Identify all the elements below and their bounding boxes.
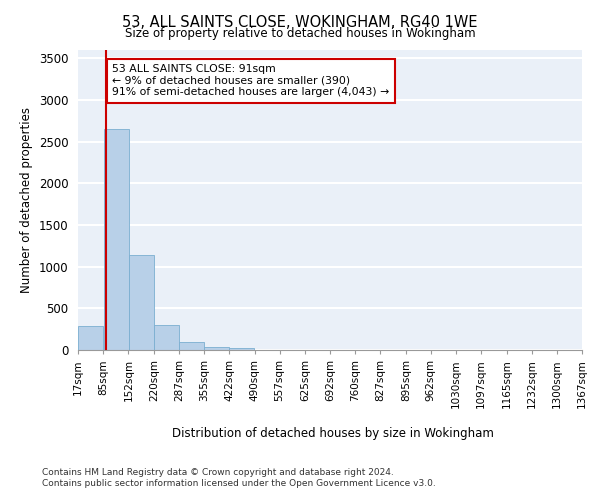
Text: Distribution of detached houses by size in Wokingham: Distribution of detached houses by size … <box>172 428 494 440</box>
Bar <box>205 346 229 350</box>
Text: Contains HM Land Registry data © Crown copyright and database right 2024.
Contai: Contains HM Land Registry data © Crown c… <box>42 468 436 487</box>
Y-axis label: Number of detached properties: Number of detached properties <box>20 107 33 293</box>
Bar <box>78 326 103 350</box>
Bar <box>229 348 254 350</box>
Bar <box>104 129 128 350</box>
Text: 53 ALL SAINTS CLOSE: 91sqm
← 9% of detached houses are smaller (390)
91% of semi: 53 ALL SAINTS CLOSE: 91sqm ← 9% of detac… <box>112 64 389 98</box>
Text: 53, ALL SAINTS CLOSE, WOKINGHAM, RG40 1WE: 53, ALL SAINTS CLOSE, WOKINGHAM, RG40 1W… <box>122 15 478 30</box>
Bar <box>179 342 204 350</box>
Text: Size of property relative to detached houses in Wokingham: Size of property relative to detached ho… <box>125 28 475 40</box>
Bar <box>128 255 154 350</box>
Bar <box>154 326 179 350</box>
